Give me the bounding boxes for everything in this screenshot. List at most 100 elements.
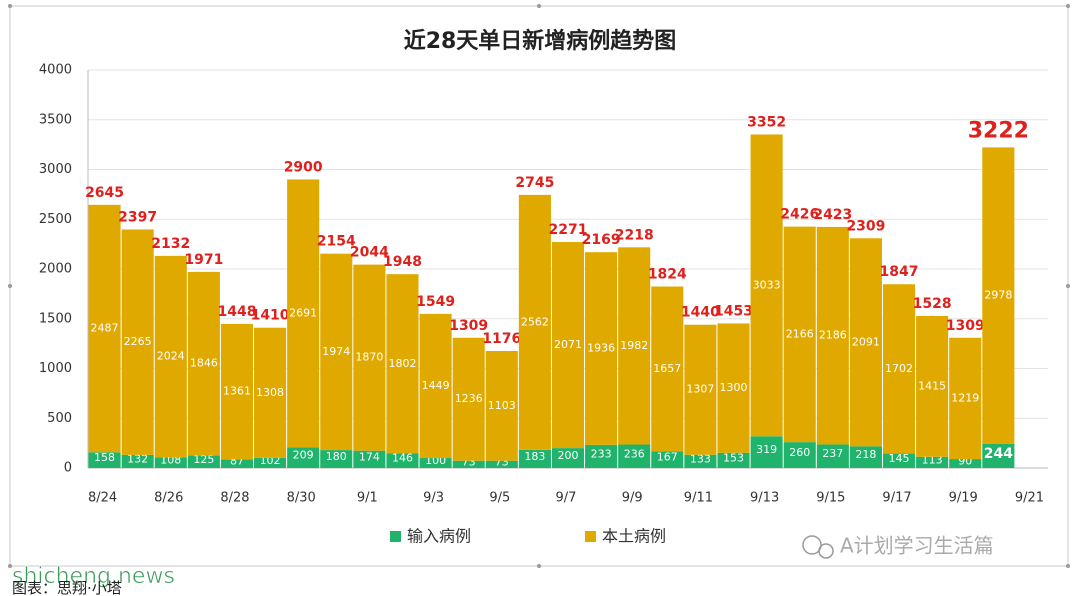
bar-segment <box>419 313 452 459</box>
total-label: 1410 <box>251 308 290 324</box>
bar-segment <box>220 459 254 468</box>
x-tick-label: 8/28 <box>220 491 249 506</box>
bar-value-label: 2562 <box>521 315 549 328</box>
bar-segment <box>220 323 254 460</box>
bar-segment <box>816 226 849 445</box>
x-tick-label: 9/5 <box>489 491 510 506</box>
total-label: 1847 <box>880 264 919 280</box>
x-tick-label: 9/15 <box>816 491 845 506</box>
total-label: 3222 <box>968 118 1029 143</box>
bar-value-label: 145 <box>889 452 910 465</box>
y-tick-label: 3500 <box>39 112 72 127</box>
caption: 图表：思翔·小塔 <box>12 579 122 596</box>
bar-segment <box>717 323 750 453</box>
bar-segment <box>916 456 949 468</box>
legend-swatch <box>390 531 401 542</box>
bar-value-label: 1974 <box>322 345 350 358</box>
badge-text: A计划学习生活篇 <box>840 534 994 558</box>
bar-segment <box>518 449 551 468</box>
bar-segment <box>551 448 585 468</box>
total-label: 2397 <box>118 209 157 225</box>
total-label: 1309 <box>946 318 985 334</box>
total-label: 2423 <box>813 207 852 223</box>
bar-segment <box>651 451 684 468</box>
x-tick-label: 8/30 <box>287 491 316 506</box>
total-label: 2044 <box>350 245 389 261</box>
x-tick-label: 9/7 <box>556 491 577 506</box>
bar-segment <box>849 446 882 468</box>
bar-value-label: 153 <box>723 451 744 464</box>
x-tick-label: 8/24 <box>88 491 117 506</box>
bar-value-label: 1236 <box>455 392 483 405</box>
bar-segment <box>982 147 1015 444</box>
x-tick-label: 9/13 <box>750 491 779 506</box>
bar-value-label: 2186 <box>819 329 847 342</box>
bar-segment <box>452 460 485 468</box>
bar-value-label: 1846 <box>190 357 218 370</box>
legend-label: 输入病例 <box>407 527 471 546</box>
bar-segment <box>485 350 518 461</box>
total-label: 1440 <box>681 305 720 321</box>
bar-segment <box>949 337 982 460</box>
bar-value-label: 180 <box>326 450 347 463</box>
total-label: 1549 <box>416 294 455 310</box>
x-tick-label: 8/26 <box>154 491 183 506</box>
total-label: 2132 <box>151 236 190 252</box>
legend-swatch <box>585 531 596 542</box>
x-tick-label: 9/1 <box>357 491 378 506</box>
y-tick-label: 4000 <box>39 63 72 78</box>
bar-value-label: 2978 <box>984 289 1012 302</box>
bar-segment <box>684 324 717 455</box>
bar-segment <box>750 436 783 468</box>
bar-value-label: 2691 <box>289 306 317 319</box>
bar-segment <box>684 454 717 468</box>
bar-segment <box>849 238 882 447</box>
total-label: 2309 <box>846 218 885 234</box>
total-label: 2218 <box>615 227 654 243</box>
total-label: 1453 <box>714 303 753 319</box>
bar-segment <box>618 444 651 468</box>
bar-segment <box>121 454 154 468</box>
y-tick-label: 1500 <box>39 311 72 326</box>
bar-segment <box>419 458 452 468</box>
bar-value-label: 2487 <box>91 322 119 335</box>
bar-segment <box>750 134 783 437</box>
bar-value-label: 1702 <box>885 362 913 375</box>
y-tick-label: 500 <box>47 411 72 426</box>
bar-value-label: 1219 <box>951 391 979 404</box>
bar-segment <box>882 284 916 454</box>
bar-segment <box>518 194 551 450</box>
frame-handles <box>8 4 1070 568</box>
bar-value-label: 237 <box>822 447 843 460</box>
total-label: 1948 <box>383 254 422 270</box>
bar-value-label: 319 <box>756 443 777 456</box>
x-tick-label: 9/19 <box>949 491 978 506</box>
bar-segment <box>585 252 618 445</box>
bar-value-label: 2091 <box>852 335 880 348</box>
bar-value-label: 1802 <box>388 357 416 370</box>
bar-segment <box>386 453 419 468</box>
bar-value-label: 1415 <box>918 379 946 392</box>
x-tick-label: 9/11 <box>684 491 713 506</box>
bar-value-label: 236 <box>624 447 645 460</box>
total-label: 1176 <box>482 331 521 347</box>
watermark: shicheng.news <box>12 564 175 589</box>
bar-value-label: 2024 <box>157 350 185 363</box>
bar-value-label: 244 <box>984 446 1013 462</box>
bar-value-label: 2265 <box>124 335 152 348</box>
bar-segment <box>353 264 386 451</box>
bar-segment <box>320 450 353 468</box>
bar-value-label: 1982 <box>620 339 648 352</box>
bar-value-label: 158 <box>94 451 115 464</box>
bar-segment <box>386 274 419 454</box>
bar-segment <box>485 460 518 468</box>
y-tick-label: 2500 <box>39 212 72 227</box>
bar-value-label: 183 <box>524 450 545 463</box>
bar-value-label: 125 <box>193 453 214 466</box>
bar-value-label: 133 <box>690 452 711 465</box>
bar-value-label: 132 <box>127 452 148 465</box>
bar-value-label: 1361 <box>223 385 251 398</box>
bar-segment <box>585 444 618 468</box>
bar-segment <box>187 455 220 468</box>
total-label: 2645 <box>85 185 124 201</box>
